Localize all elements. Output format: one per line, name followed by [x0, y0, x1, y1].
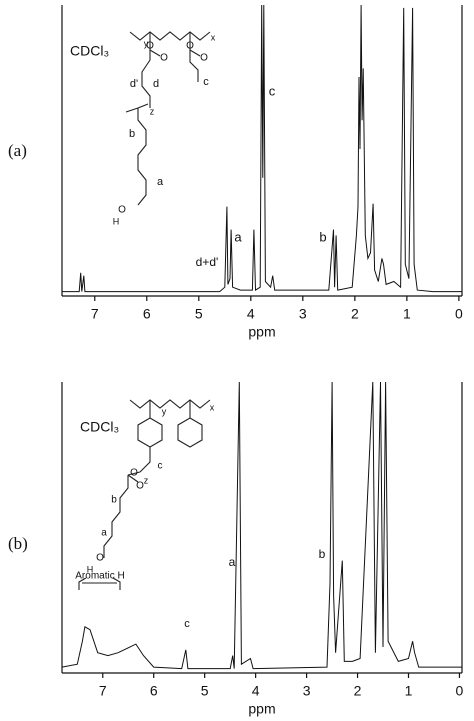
annotation: d+d' — [196, 255, 219, 269]
x-tick-label: 1 — [405, 683, 413, 699]
x-tick-label: 5 — [195, 306, 203, 322]
x-tick-label: 0 — [456, 683, 464, 699]
annotation: CDCl₃ — [70, 43, 109, 59]
x-tick-label: 4 — [252, 683, 260, 699]
annotation: c — [184, 618, 190, 630]
structure-b — [78, 399, 211, 590]
x-tick-label: 6 — [143, 306, 151, 322]
annotation: a — [234, 229, 242, 244]
x-tick-label: 0 — [455, 306, 463, 322]
annotation: b — [111, 495, 117, 506]
annotation: O — [118, 205, 126, 216]
x-tick-label: 6 — [150, 683, 158, 699]
annotation: O — [130, 468, 138, 479]
annotation: y — [144, 38, 149, 48]
annotation: x — [210, 402, 215, 412]
x-axis-label: ppm — [248, 324, 275, 340]
annotation: z — [150, 106, 155, 116]
annotation: b — [129, 128, 135, 140]
spectrum — [62, 4, 462, 293]
x-tick-label: 2 — [354, 683, 362, 699]
annotation: Aromatic H — [75, 571, 124, 582]
x-axis-label: ppm — [248, 701, 275, 717]
x-tick-label: 2 — [351, 306, 359, 322]
panel-label: (a) — [8, 141, 27, 160]
x-tick-label: 3 — [299, 306, 307, 322]
annotation: O — [160, 53, 168, 64]
annotation: a — [101, 528, 107, 539]
annotation: O — [200, 53, 208, 64]
annotation: b — [319, 229, 326, 244]
annotation: a — [157, 176, 164, 188]
spectrum — [61, 381, 462, 670]
x-tick-label: 1 — [403, 306, 411, 322]
annotation: y — [162, 406, 167, 416]
annotation: b — [319, 547, 326, 561]
annotation: O — [136, 481, 144, 492]
structure-a — [125, 31, 211, 206]
annotation: d' — [130, 78, 138, 90]
x-tick-label: 4 — [247, 306, 255, 322]
annotation: c — [203, 76, 209, 88]
annotation: c — [158, 461, 163, 472]
annotation: d — [153, 78, 159, 90]
annotation: c — [269, 83, 276, 98]
annotation: O — [146, 41, 154, 52]
x-tick-label: 7 — [99, 683, 107, 699]
x-tick-label: 3 — [303, 683, 311, 699]
annotation: H — [87, 564, 94, 574]
annotation: H — [113, 216, 120, 226]
annotation: O — [186, 41, 194, 52]
panel-label: (b) — [8, 534, 28, 553]
annotation: z — [144, 475, 149, 485]
annotation: O — [96, 553, 104, 564]
annotation: CDCl₃ — [80, 419, 119, 435]
x-tick-label: 5 — [201, 683, 209, 699]
annotation: a — [229, 555, 236, 569]
annotation: x — [211, 32, 216, 42]
x-tick-label: 7 — [91, 306, 99, 322]
